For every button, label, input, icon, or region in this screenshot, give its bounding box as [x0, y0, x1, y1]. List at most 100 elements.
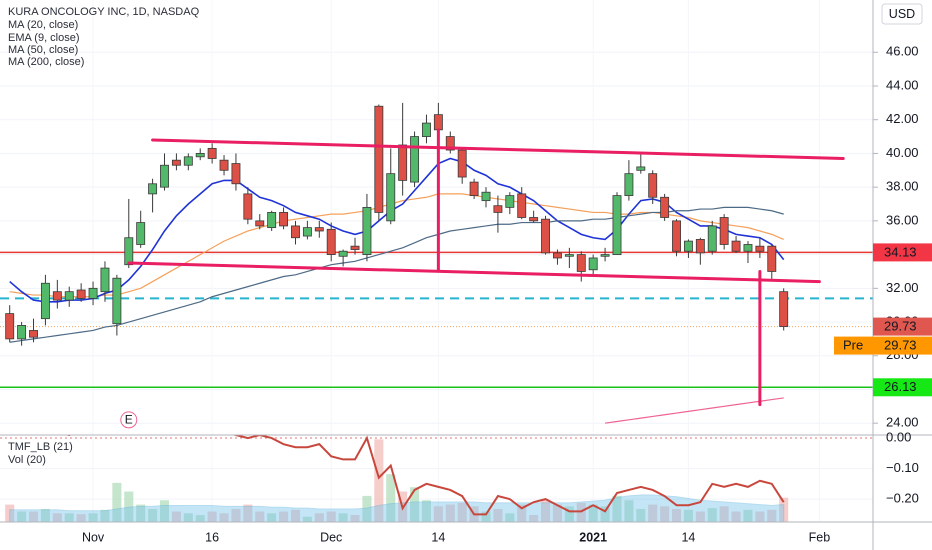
y-tick-label: −0.20 [886, 491, 919, 506]
y-tick-label: 0.00 [886, 429, 911, 444]
candle-body [326, 228, 336, 255]
pre-tag-prefix: Pre [843, 338, 863, 353]
price-tag [873, 317, 932, 336]
candle-body [517, 193, 527, 218]
volume-bar [386, 474, 396, 522]
candle-body [76, 289, 86, 299]
trendline [127, 261, 821, 284]
x-tick-label: 14 [431, 530, 445, 544]
earnings-marker[interactable] [120, 411, 138, 429]
volume-bar [17, 511, 27, 522]
pre-tag [834, 336, 932, 355]
earnings-label: E [125, 412, 133, 426]
candle-body [171, 159, 181, 166]
candle-body [612, 195, 622, 255]
legend-entry: MA (20, close) [8, 19, 78, 31]
x-tick-label: Nov [82, 530, 105, 544]
volume-bar [457, 502, 467, 522]
volume-bar [243, 504, 253, 522]
ma-line [9, 157, 785, 303]
volume-bar [100, 509, 110, 522]
legend-entry: MA (200, close) [8, 56, 84, 68]
candle-body [136, 222, 146, 245]
candle-body [374, 105, 384, 213]
volume-bar [195, 515, 205, 522]
volume-bar [636, 508, 646, 522]
legend-entry: EMA (9, close) [8, 32, 80, 44]
candle-body [267, 212, 277, 229]
volume-bar [64, 513, 74, 522]
volume-bar [159, 500, 170, 522]
volume-bar [672, 508, 682, 522]
volume-bar [505, 513, 515, 522]
candle-body [398, 144, 408, 181]
volume-bar [267, 513, 277, 522]
candle-body [695, 239, 705, 254]
candle-body [195, 153, 205, 158]
candle-body [731, 240, 741, 252]
currency-box[interactable] [881, 3, 923, 25]
candle-body [279, 212, 289, 227]
volume-bar [76, 514, 86, 522]
ma-line [604, 397, 784, 424]
candle-body [624, 173, 634, 196]
volume-bar [707, 508, 717, 522]
volume-bar [290, 509, 301, 522]
candle-body [40, 282, 50, 320]
candle-body [493, 205, 503, 213]
volume-bar [52, 513, 62, 522]
volume-bar [529, 515, 539, 522]
x-tick-label: 16 [205, 530, 219, 544]
volume-bar [767, 509, 777, 522]
price-pane: E [0, 102, 873, 429]
candle-body [505, 195, 515, 208]
volume-bar [279, 511, 289, 522]
candle-body [183, 156, 193, 166]
volume-bar [124, 491, 134, 522]
volume-bar [88, 513, 98, 522]
volume-bar [624, 500, 634, 522]
candle-body [410, 136, 420, 183]
candle-body [755, 245, 765, 252]
volume-bar [314, 513, 324, 522]
volume-bar [719, 506, 729, 522]
candle-body [719, 217, 729, 245]
candle-body [743, 244, 753, 252]
candle-body [112, 277, 122, 325]
volume-bar [338, 513, 348, 522]
y-tick-label: 42.00 [886, 111, 919, 126]
candle-body [576, 254, 586, 272]
y-tick-label: −0.10 [886, 460, 919, 475]
tmf-line [65, 435, 785, 516]
volume-bar [302, 516, 312, 522]
volume-bar [445, 504, 455, 522]
x-tick-label: 14 [681, 530, 695, 544]
candle-body [52, 291, 62, 301]
x-tick-label: 2021 [579, 530, 607, 544]
volume-bar [612, 495, 622, 522]
volume-bar [255, 511, 265, 522]
volume-bar [136, 504, 146, 522]
volume-bar [374, 439, 384, 522]
volume-bar [171, 511, 181, 522]
volume-bar [433, 506, 443, 522]
price-tag [873, 243, 932, 262]
volume-bar [552, 504, 562, 522]
candle-body [350, 245, 360, 250]
candle-body [779, 291, 789, 327]
volume-bar [207, 511, 217, 522]
volume-bar [112, 482, 122, 522]
volume-bar [421, 500, 431, 522]
price-tag-label: 29.73 [884, 319, 917, 334]
legend-entry: MA (50, close) [8, 44, 78, 56]
candle-body [600, 254, 610, 257]
trendline [151, 138, 845, 160]
candle-body [338, 250, 348, 257]
volume-bar [148, 508, 158, 522]
volume-bar [743, 509, 753, 522]
y-tick-label: 36.00 [886, 212, 919, 227]
volume-bar [564, 506, 574, 522]
candle-body [17, 325, 27, 340]
volume-bar [755, 511, 765, 522]
currency: USD [889, 7, 915, 21]
